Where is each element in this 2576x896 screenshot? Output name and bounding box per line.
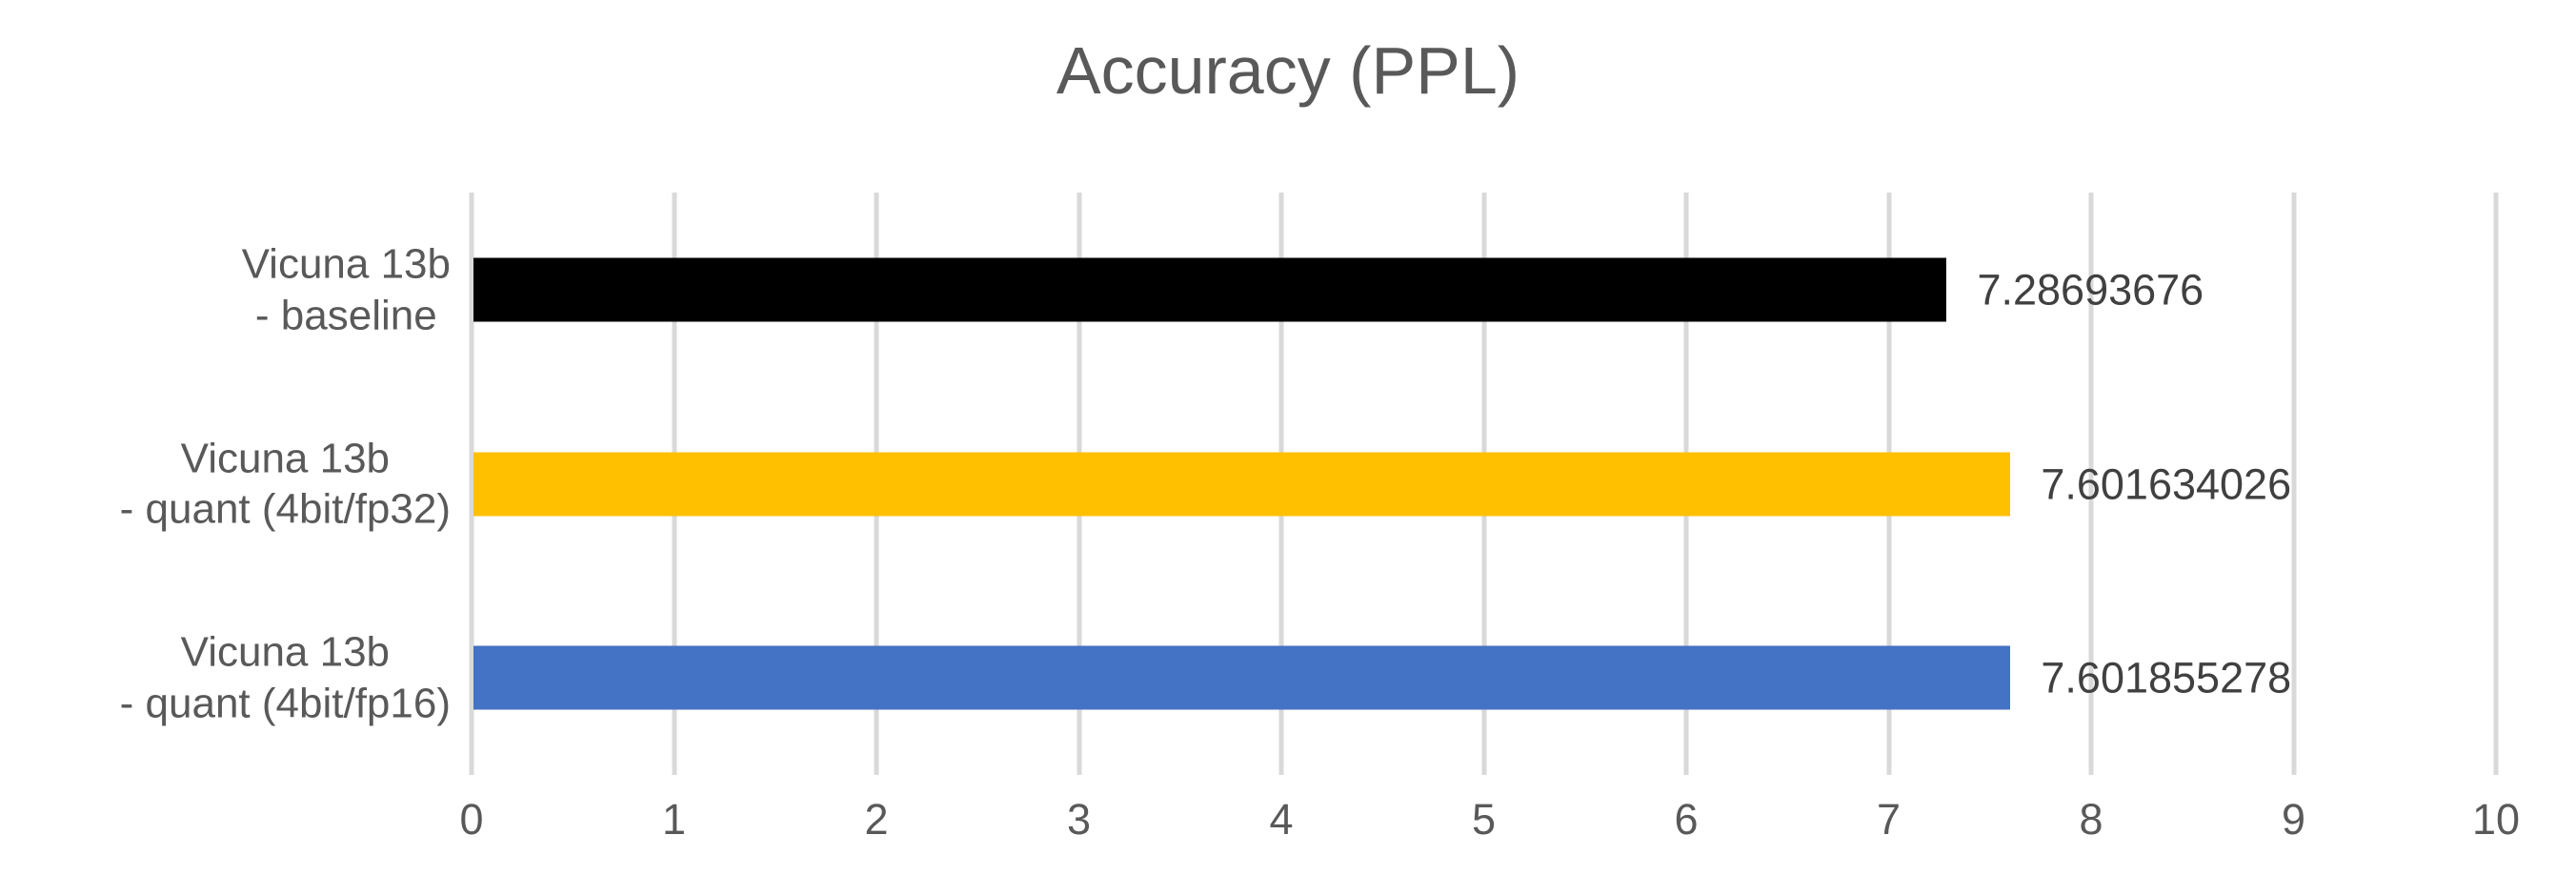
x-gridline — [2493, 193, 2499, 775]
x-gridline — [2291, 193, 2296, 775]
bar — [473, 452, 2011, 516]
data-label: 7.28693676 — [1977, 265, 2204, 315]
x-tick-label: 1 — [661, 795, 687, 844]
chart-title: Accuracy (PPL) — [1056, 33, 1520, 108]
category-label-line: - quant (4bit/fp32) — [119, 485, 451, 533]
data-label: 7.601634026 — [2041, 459, 2292, 508]
category-label-line: - baseline — [254, 291, 437, 338]
data-label: 7.601855278 — [2041, 653, 2292, 703]
x-tick-label: 3 — [1066, 795, 1092, 844]
bar — [473, 645, 2011, 710]
category-label-line: - quant (4bit/fp16) — [119, 680, 451, 727]
category-label-line: Vicuna 13b — [180, 434, 391, 481]
value-axis: 0 1 2 3 4 5 6 7 8 9 10 — [459, 775, 2520, 861]
plot-area: 7.28693676 7.601634026 7.601855278 — [469, 193, 2499, 775]
category-label: Vicuna 13b - baseline — [242, 238, 451, 340]
x-gridline — [469, 193, 474, 775]
x-tick-label: 4 — [1269, 795, 1294, 844]
x-tick-label: 8 — [2079, 795, 2103, 844]
x-tick-label: 5 — [1471, 795, 1497, 844]
x-tick-label: 6 — [1674, 795, 1699, 844]
x-tick-label: 2 — [864, 795, 889, 844]
category-label: Vicuna 13b - quant (4bit/fp16) — [120, 626, 451, 728]
x-tick-label: 9 — [2281, 795, 2306, 844]
category-axis: Vicuna 13b - baseline Vicuna 13b - quant (4… — [0, 193, 451, 775]
x-tick-label: 0 — [459, 795, 484, 844]
bar — [473, 257, 1947, 322]
x-tick-label: 10 — [2471, 795, 2521, 844]
category-label: Vicuna 13b - quant (4bit/fp32) — [120, 433, 451, 535]
x-gridline — [2088, 193, 2094, 775]
category-label-line: Vicuna 13b — [241, 240, 451, 288]
x-tick-label: 7 — [1876, 795, 1902, 844]
category-label-line: Vicuna 13b — [180, 628, 391, 676]
